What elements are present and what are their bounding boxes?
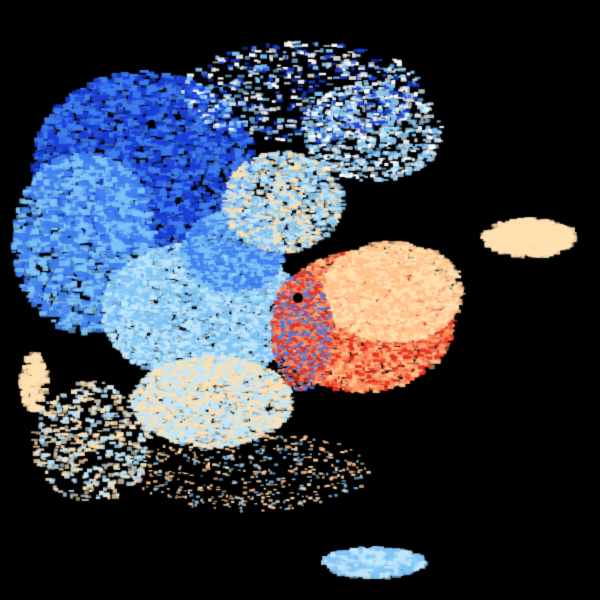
radar-velocity-image: [0, 0, 600, 600]
